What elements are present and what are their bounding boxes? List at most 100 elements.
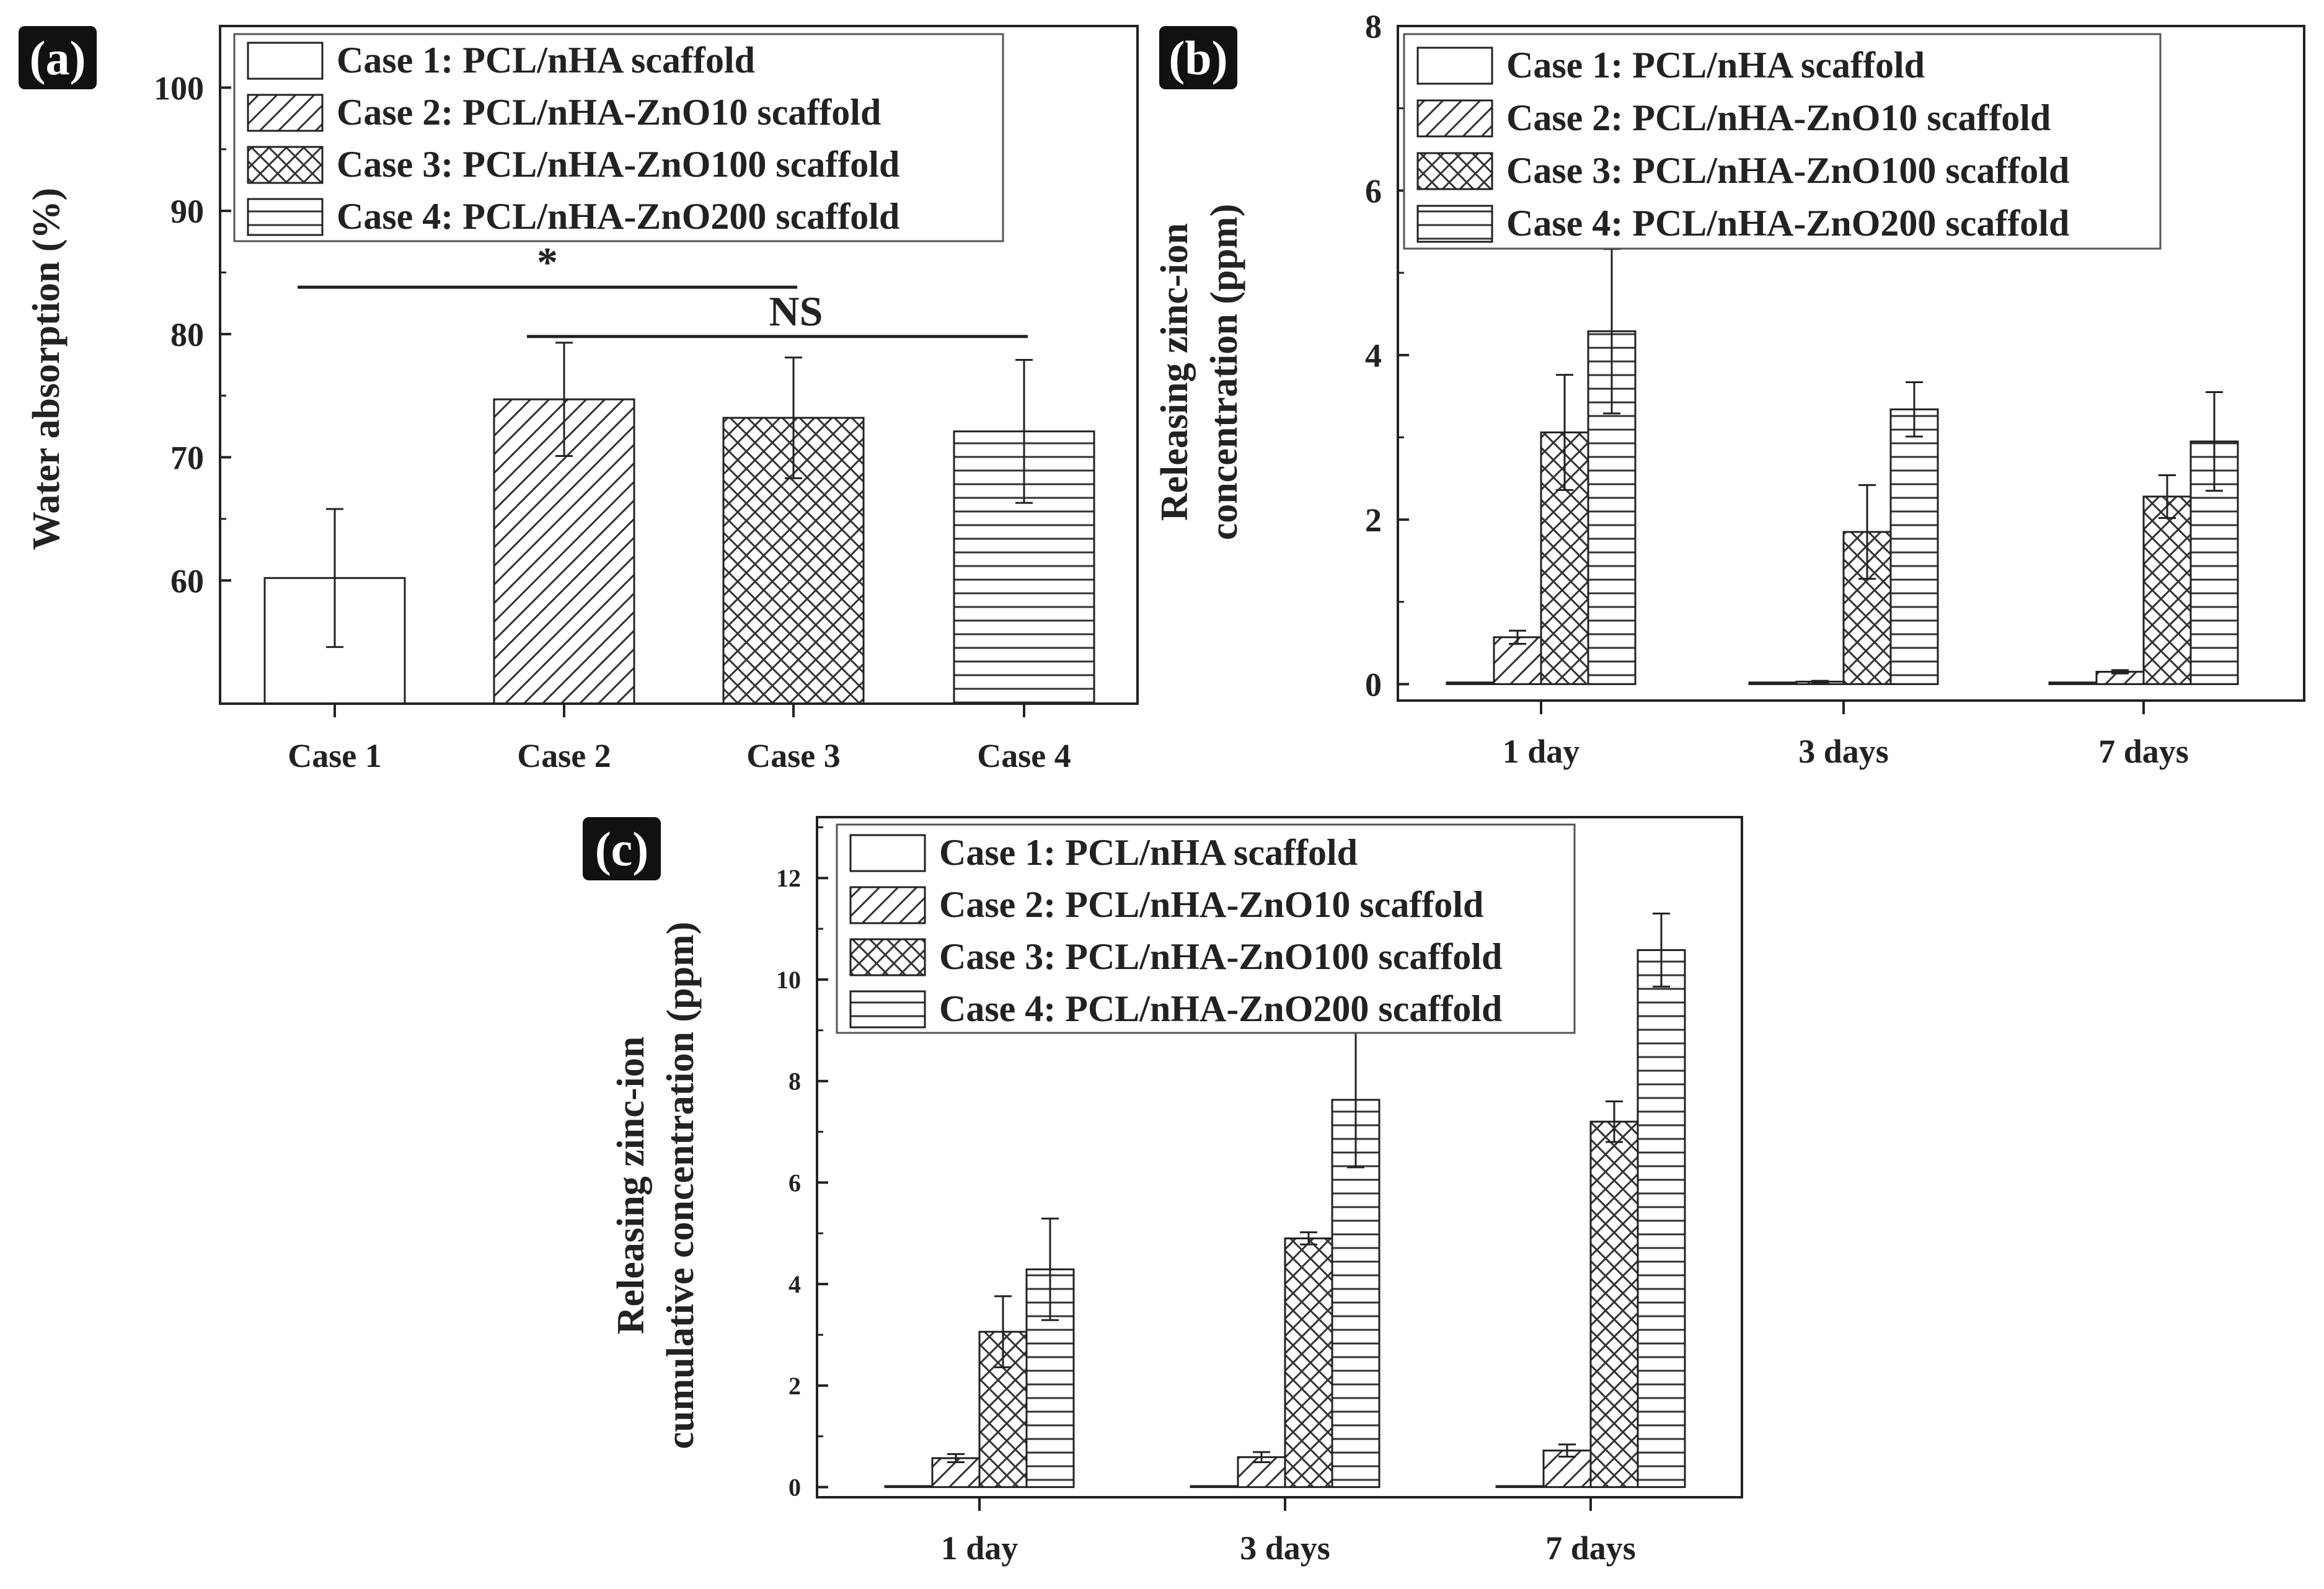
panel-a-y-axis-title: Water absorption (%)	[25, 188, 68, 550]
panel-b-legend-label: Case 4: PCL/nHA-ZnO200 scaffold	[1506, 203, 2069, 244]
panel-c-legend: Case 1: PCL/nHA scaffold Case 2: PCL/nHA-…	[836, 823, 1576, 1034]
panel-a-bars	[263, 398, 1095, 705]
panel-c-legend-swatch	[849, 834, 926, 872]
panel-c-y-tick-label: 2	[789, 1372, 801, 1400]
panel-a-legend: Case 1: PCL/nHA scaffold Case 2: PCL/nHA-…	[233, 33, 1004, 242]
panel-a-error-bars	[326, 342, 1033, 648]
panel-b-x-tick-label: 7 days	[2098, 733, 2189, 770]
panel-a-x-tick-label: Case 1	[288, 737, 381, 774]
panel-a-legend-swatch	[247, 198, 324, 236]
panel-a-y-tick-label: 60	[170, 562, 204, 600]
panel-a: (a) 60 70 80 90 100 * NS Case 1 Case 2 Case 3 Ca…	[19, 25, 1139, 774]
panel-b-legend-frame	[1403, 33, 2162, 250]
panel-a-y-tick-label: 70	[170, 440, 204, 477]
panel-b-x-ticks: 1 day 3 days 7 days	[1503, 701, 2189, 770]
panel-b-y-axis-title-line-1: Releasing zinc-ion	[1154, 223, 1196, 521]
panel-a-legend-swatch	[247, 94, 324, 132]
panel-c-legend-label: Case 4: PCL/nHA-ZnO200 scaffold	[939, 988, 1502, 1029]
panel-c-x-tick-label: 7 days	[1545, 1529, 1636, 1567]
panel-a-x-tick-label: Case 3	[746, 737, 840, 774]
panel-b-bar	[2142, 495, 2192, 685]
panel-c-y-tick-label: 8	[789, 1068, 801, 1095]
panel-a-legend-label: Case 3: PCL/nHA-ZnO100 scaffold	[337, 144, 899, 185]
panel-b: (b) 0 2 4 6 8 1 day 3 days 7 days Case 1: PCL/…	[1154, 8, 2305, 770]
panel-a-legend-label: Case 4: PCL/nHA-ZnO200 scaffold	[337, 196, 899, 237]
panel-b-y-axis-title-line-2: concentration (ppm)	[1203, 204, 1245, 540]
panel-b-legend-swatch	[1416, 152, 1493, 190]
panel-a-legend-swatch	[247, 42, 324, 80]
panel-c-label-bg	[583, 817, 661, 880]
panel-b-y-tick-label: 6	[1365, 172, 1382, 210]
panel-b-legend-swatch	[1416, 205, 1493, 243]
panel-c-x-tick-label: 3 days	[1240, 1529, 1330, 1567]
panel-c-y-tick-label: 10	[776, 966, 801, 994]
panel-c-label: (c)	[595, 822, 649, 876]
panel-a-significance-label: NS	[769, 288, 823, 335]
panel-b-plot-frame	[1397, 25, 2305, 702]
panel-b-x-tick-label: 1 day	[1503, 733, 1580, 770]
panel-a-y-tick-label: 90	[170, 193, 204, 230]
panel-c-y-ticks: 0 2 4 6 8 10 12	[776, 826, 828, 1502]
panel-a-legend-label: Case 2: PCL/nHA-ZnO10 scaffold	[337, 92, 881, 133]
panel-c-y-tick-label: 4	[789, 1270, 801, 1298]
panel-c-y-axis-title-line-2: cumulative concentration (ppm)	[660, 922, 702, 1450]
panel-b-legend-swatch	[1416, 46, 1493, 85]
panel-c-legend-swatch	[849, 990, 926, 1029]
panel-c-error-bars	[947, 913, 1670, 1464]
panel-c-y-tick-label: 12	[776, 864, 801, 892]
panel-c-x-tick-label: 1 day	[941, 1529, 1018, 1567]
panel-c-bar	[1589, 1120, 1639, 1489]
panel-b-bar	[2048, 681, 2098, 685]
panel-b-legend-label: Case 2: PCL/nHA-ZnO10 scaffold	[1506, 97, 2051, 138]
panel-b-bar	[1748, 681, 1798, 685]
panel-b-legend-label: Case 1: PCL/nHA scaffold	[1506, 45, 1925, 86]
panel-a-x-tick-label: Case 2	[517, 737, 611, 774]
panel-b-error-bars	[1509, 248, 2223, 684]
panel-c-y-tick-label: 0	[789, 1474, 801, 1502]
panel-c-legend-label: Case 2: PCL/nHA-ZnO10 scaffold	[939, 884, 1483, 925]
panel-a-legend-swatch	[247, 146, 324, 184]
panel-b-label: (b)	[1169, 31, 1227, 85]
panel-c: (c) 0 2 4 6 8 10 12 1 day 3 days 7 days Case 1: …	[583, 816, 1743, 1567]
panel-b-legend-swatch	[1416, 99, 1493, 138]
panel-c-x-ticks: 1 day 3 days 7 days	[941, 1497, 1636, 1567]
panel-a-plot-frame	[219, 25, 1139, 705]
panel-a-significance-label: *	[537, 238, 558, 285]
panel-c-legend-label: Case 1: PCL/nHA scaffold	[939, 832, 1358, 873]
panel-c-bar	[1495, 1485, 1545, 1489]
panel-c-plot-frame	[816, 816, 1743, 1498]
panel-b-bar	[1446, 681, 1495, 685]
panel-a-y-ticks: 60 70 80 90 100	[154, 69, 231, 600]
panel-c-y-axis-title-line-1: Releasing zinc-ion	[610, 1037, 652, 1334]
panel-b-bar	[1493, 636, 1542, 685]
panel-b-y-tick-label: 8	[1365, 8, 1382, 45]
panel-c-bar	[1637, 949, 1686, 1489]
panel-b-y-ticks: 0 2 4 6 8	[1365, 8, 1409, 703]
panel-b-y-tick-label: 2	[1365, 502, 1382, 539]
panel-a-y-tick-label: 80	[170, 316, 204, 353]
panel-b-y-axis-title: Releasing zinc-ion concentration (ppm)	[1154, 204, 1245, 540]
panel-b-bar	[1889, 408, 1939, 685]
panel-b-legend-label: Case 3: PCL/nHA-ZnO100 scaffold	[1506, 150, 2069, 191]
panel-c-legend-frame	[836, 823, 1576, 1034]
panel-b-label-bg	[1159, 26, 1237, 89]
panel-a-legend-label: Case 1: PCL/nHA scaffold	[337, 40, 755, 81]
panel-c-legend-label: Case 3: PCL/nHA-ZnO100 scaffold	[939, 936, 1502, 977]
panel-b-x-tick-label: 3 days	[1798, 733, 1889, 770]
panel-c-y-axis-title: Releasing zinc-ion cumulative concentrat…	[610, 922, 702, 1450]
panel-c-legend-swatch	[849, 938, 926, 976]
panel-c-y-tick-label: 6	[789, 1169, 801, 1197]
panel-c-legend-swatch	[849, 886, 926, 924]
panel-c-bar	[1284, 1237, 1333, 1489]
panel-a-legend-frame	[233, 33, 1004, 242]
panel-a-label-bg	[19, 26, 97, 89]
panel-a-label: (a)	[30, 31, 86, 85]
panel-b-y-tick-label: 4	[1365, 337, 1382, 374]
panel-a-significance-brackets: * NS	[298, 238, 1028, 339]
panel-a-x-ticks: Case 1 Case 2 Case 3 Case 4	[288, 704, 1071, 774]
panel-c-bar	[884, 1485, 934, 1489]
panel-a-y-tick-label: 100	[154, 69, 204, 107]
panel-c-bar	[1190, 1485, 1239, 1489]
panel-b-legend: Case 1: PCL/nHA scaffold Case 2: PCL/nHA-…	[1403, 33, 2162, 250]
